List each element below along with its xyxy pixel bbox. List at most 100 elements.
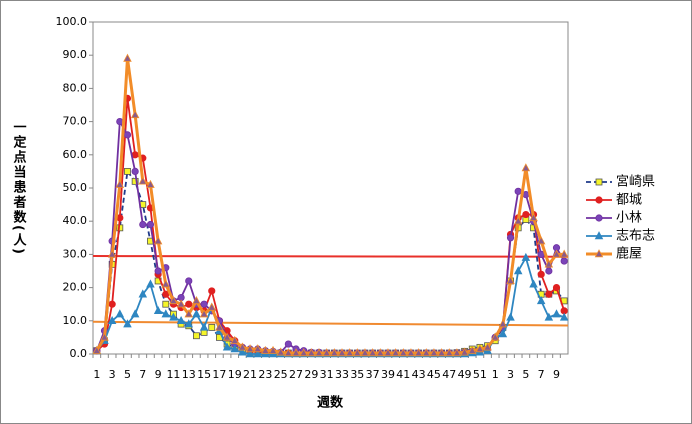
marker <box>383 348 393 357</box>
x-tick-label: 39 <box>381 368 395 381</box>
marker <box>552 283 561 292</box>
y-tick-label: 80.0 <box>63 81 88 94</box>
x-tick-label: 3 <box>507 368 514 381</box>
x-tick-label: 7 <box>538 368 545 381</box>
marker <box>153 305 163 315</box>
marker <box>475 344 485 353</box>
x-tick-label: 9 <box>155 368 162 381</box>
x-tick-label: 9 <box>553 368 560 381</box>
marker <box>161 309 171 318</box>
marker <box>199 322 209 331</box>
x-tick-label: 29 <box>304 368 318 381</box>
marker <box>230 344 239 353</box>
marker <box>100 332 109 341</box>
marker <box>522 210 530 219</box>
marker <box>130 110 140 119</box>
y-tick-label: 30.0 <box>63 247 88 260</box>
marker <box>245 349 255 358</box>
marker <box>391 348 400 357</box>
marker <box>192 296 201 305</box>
marker <box>124 167 131 175</box>
marker <box>506 234 515 242</box>
marker <box>207 302 217 311</box>
marker <box>422 348 431 357</box>
x-tick-label: 21 <box>243 368 257 381</box>
marker <box>184 309 194 318</box>
marker <box>92 345 102 354</box>
marker <box>193 332 200 340</box>
x-axis-label: 週数 <box>317 395 344 411</box>
marker <box>154 267 162 275</box>
marker <box>406 348 416 357</box>
marker <box>498 319 508 328</box>
marker <box>123 319 132 328</box>
marker <box>200 300 208 308</box>
y-tick-label: 50.0 <box>63 181 88 194</box>
x-tick-label: 15 <box>197 368 211 381</box>
marker <box>107 315 117 325</box>
marker <box>594 231 604 240</box>
x-tick-label: 25 <box>274 368 288 381</box>
marker <box>360 348 370 357</box>
marker <box>307 348 316 357</box>
marker <box>146 179 155 188</box>
legend-label: 宮崎県 <box>616 174 655 190</box>
x-tick-label: 13 <box>182 368 196 381</box>
marker <box>552 309 561 318</box>
marker <box>330 348 339 357</box>
x-tick-label: 27 <box>289 368 303 381</box>
marker <box>560 257 568 265</box>
marker <box>185 277 193 285</box>
marker <box>414 348 423 357</box>
marker <box>559 249 569 258</box>
reference-line <box>92 320 569 327</box>
marker <box>545 290 553 298</box>
marker <box>376 348 385 357</box>
legend-label: 鹿屋 <box>616 246 642 262</box>
marker <box>176 299 186 308</box>
marker <box>521 252 531 261</box>
marker <box>253 349 262 358</box>
marker <box>521 163 531 172</box>
marker <box>222 332 232 341</box>
marker <box>437 348 446 357</box>
y-tick-label: 100.0 <box>56 15 88 28</box>
x-tick-label: 1 <box>492 368 499 381</box>
x-tick-label: 31 <box>320 368 334 381</box>
marker <box>483 342 492 351</box>
marker <box>284 340 292 348</box>
marker <box>537 270 545 278</box>
marker <box>208 324 216 331</box>
marker <box>162 300 170 308</box>
marker <box>506 276 515 285</box>
marker <box>595 196 603 204</box>
marker <box>490 332 500 341</box>
marker <box>276 347 285 356</box>
marker <box>595 214 603 222</box>
marker <box>153 236 163 245</box>
marker <box>261 345 270 354</box>
marker <box>594 249 604 258</box>
x-tick-label: 49 <box>458 368 472 381</box>
marker <box>108 300 116 308</box>
reference-line <box>92 255 569 258</box>
marker <box>123 131 132 139</box>
x-tick-label: 11 <box>166 368 180 381</box>
marker <box>146 220 155 229</box>
marker <box>184 319 194 328</box>
marker <box>222 342 232 351</box>
x-tick-label: 43 <box>412 368 426 381</box>
marker <box>353 348 362 357</box>
marker <box>513 216 523 225</box>
legend-label: 志布志 <box>616 229 655 244</box>
x-tick-label: 5 <box>124 368 131 381</box>
marker <box>399 348 408 357</box>
marker <box>337 348 347 357</box>
marker <box>268 345 278 354</box>
y-tick-label: 70.0 <box>63 115 88 128</box>
x-tick-label: 17 <box>212 368 226 381</box>
x-tick-label: 5 <box>522 368 529 381</box>
marker <box>513 266 523 275</box>
